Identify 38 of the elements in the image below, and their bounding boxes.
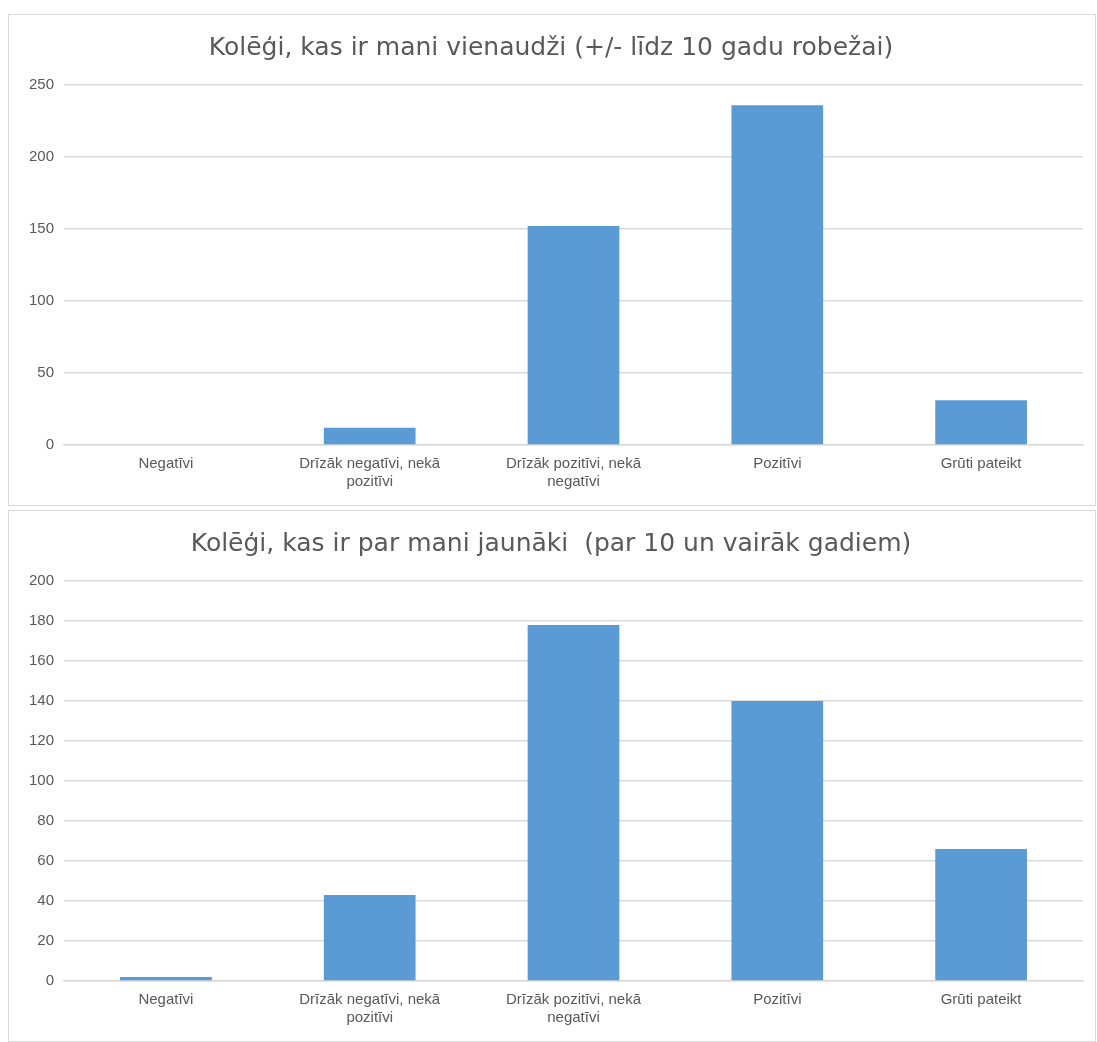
bar	[120, 977, 212, 981]
y-tick-label: 150	[29, 219, 55, 237]
x-tick-label: Drīzāk negatīvi, nekā pozitīvi	[299, 990, 441, 1026]
bar	[731, 105, 824, 445]
y-tick-label: 0	[45, 971, 55, 989]
chart-title: Kolēģi, kas ir par mani jaunāki (par 10 un vairāk gadiem)	[190, 527, 912, 557]
x-tick-label: Drīzāk negatīvi, nekā pozitīvi	[299, 454, 441, 490]
y-tick-label: 40	[37, 891, 55, 909]
bar	[527, 226, 620, 445]
bar	[935, 400, 1027, 445]
chart-title: Kolēģi, kas ir mani vienaudži (+/- līdz 10 gadu robežai)	[208, 31, 894, 61]
x-tick-label: Negatīvi	[138, 990, 194, 1008]
y-tick-label: 80	[37, 811, 55, 829]
bar	[323, 895, 416, 981]
x-tick-label: Pozitīvi	[753, 990, 802, 1008]
y-tick-label: 200	[29, 147, 55, 165]
x-tick-label: Drīzāk pozitīvi, nekā negatīvi	[505, 990, 642, 1026]
y-tick-label: 60	[37, 851, 55, 869]
bar	[323, 427, 416, 445]
x-tick-label: Pozitīvi	[753, 454, 802, 472]
bar	[527, 625, 620, 981]
y-tick-label: 200	[29, 571, 55, 589]
y-tick-label: 50	[37, 363, 55, 381]
x-tick-label: Grūti pateikt	[940, 990, 1023, 1008]
x-tick-label: Negatīvi	[138, 454, 194, 472]
y-tick-label: 100	[29, 771, 55, 789]
y-tick-label: 180	[29, 611, 55, 629]
y-tick-label: 250	[29, 75, 55, 93]
y-tick-label: 120	[29, 731, 55, 749]
y-tick-label: 140	[29, 691, 55, 709]
y-tick-label: 20	[37, 931, 55, 949]
x-tick-label: Drīzāk pozitīvi, nekā negatīvi	[505, 454, 642, 490]
y-tick-label: 100	[29, 291, 55, 309]
bar	[935, 849, 1027, 981]
bar	[731, 701, 824, 981]
x-tick-label: Grūti pateikt	[940, 454, 1023, 472]
y-tick-label: 160	[29, 651, 55, 669]
y-tick-label: 0	[45, 435, 55, 453]
